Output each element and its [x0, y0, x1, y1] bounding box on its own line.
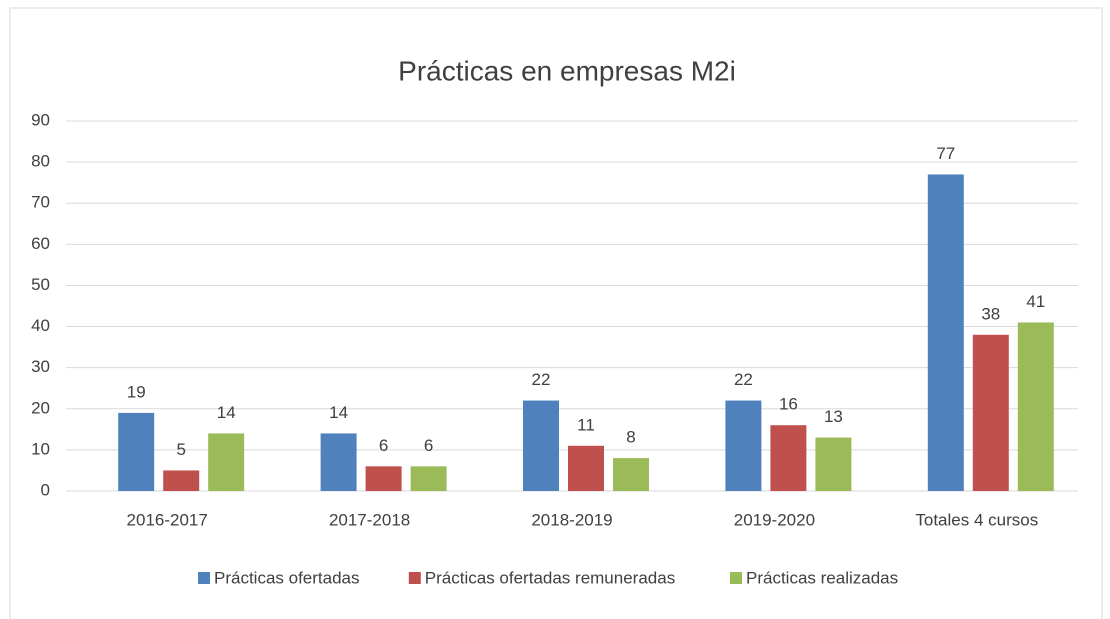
data-label: 41 [1026, 292, 1045, 311]
x-tick-label: 2016-2017 [127, 510, 208, 529]
y-tick-label: 30 [31, 357, 50, 376]
bar [1017, 322, 1054, 491]
y-tick-label: 80 [31, 152, 50, 171]
data-label: 5 [176, 440, 185, 459]
chart-title: Prácticas en empresas M2i [398, 55, 736, 86]
bar [118, 412, 155, 491]
bar [613, 458, 649, 491]
x-tick-label: 2017-2018 [329, 510, 410, 529]
data-label: 6 [379, 436, 388, 455]
bar [320, 433, 357, 491]
data-label: 22 [734, 370, 753, 389]
data-label: 22 [532, 370, 551, 389]
y-tick-label: 10 [31, 439, 50, 458]
bar [927, 174, 964, 491]
data-label: 38 [981, 304, 1000, 323]
bar [568, 445, 604, 491]
y-tick-label: 50 [31, 275, 50, 294]
legend-swatch [730, 572, 742, 584]
x-tick-label: 2019-2020 [734, 510, 815, 529]
legend-label: Prácticas realizadas [746, 568, 898, 587]
y-tick-label: 40 [31, 316, 50, 335]
data-label: 13 [824, 407, 843, 426]
data-label: 8 [626, 428, 635, 447]
x-tick-label: 2018-2019 [531, 510, 612, 529]
bar [725, 400, 762, 491]
legend-label: Prácticas ofertadas [214, 568, 360, 587]
data-label: 14 [217, 403, 236, 422]
y-tick-label: 70 [31, 193, 50, 212]
data-label: 14 [329, 403, 348, 422]
data-label: 11 [577, 415, 595, 434]
bar [523, 400, 559, 491]
bar [208, 433, 245, 491]
y-tick-label: 0 [41, 480, 50, 499]
bar [770, 425, 807, 491]
data-label: 77 [936, 144, 955, 163]
data-label: 16 [779, 395, 798, 414]
data-label: 19 [127, 382, 146, 401]
y-tick-label: 20 [31, 398, 50, 417]
data-label: 6 [424, 436, 433, 455]
bar [972, 334, 1009, 491]
x-tick-label: Totales 4 cursos [915, 510, 1038, 529]
y-tick-label: 60 [31, 234, 50, 253]
legend-swatch [408, 572, 421, 584]
bar [815, 437, 852, 491]
bar [163, 470, 200, 491]
y-tick-label: 90 [31, 110, 50, 129]
bar [365, 466, 402, 491]
chart-frame [9, 7, 1103, 619]
legend-label: Prácticas ofertadas remuneradas [425, 568, 675, 587]
bar [410, 466, 447, 491]
legend-swatch [198, 572, 210, 584]
